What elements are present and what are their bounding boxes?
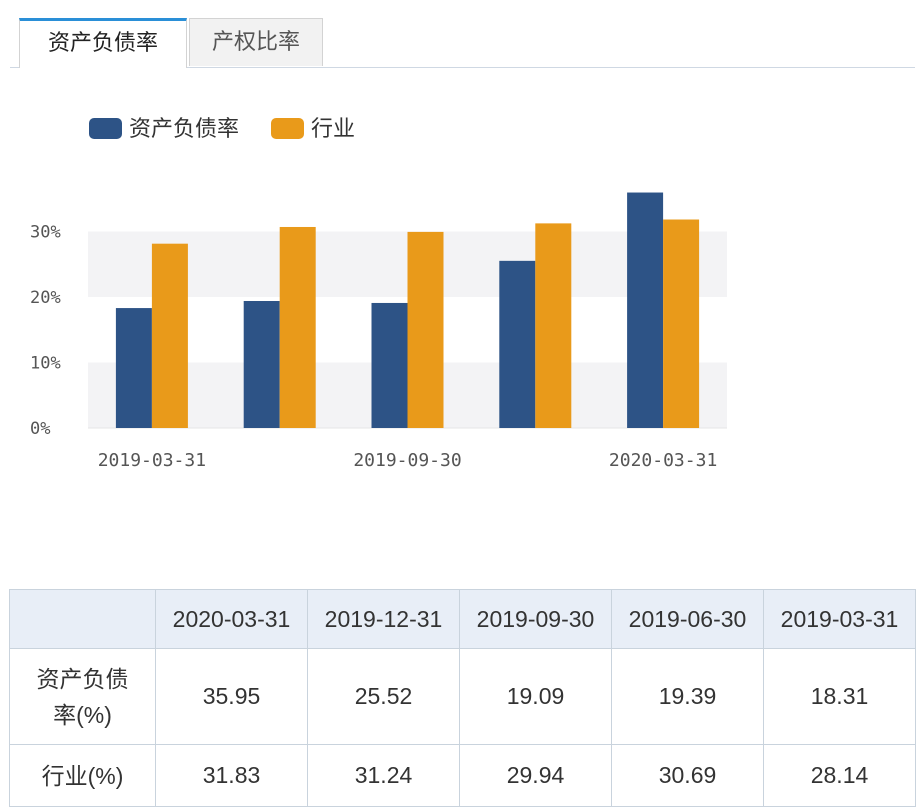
legend-label: 资产负债率 [129, 117, 239, 142]
table-cell: 19.09 [459, 648, 612, 745]
table-row: 资产负债 率(%) 35.95 25.52 19.09 19.39 18.31 [9, 648, 916, 745]
legend-swatch [89, 118, 122, 139]
x-tick-label: 2019-09-30 [353, 450, 461, 471]
table-cell: 31.24 [307, 744, 460, 807]
row-label-line: 行业(%) [41, 762, 124, 789]
bar-debt-ratio [499, 260, 536, 428]
x-tick-label: 2019-03-31 [98, 450, 206, 471]
bar-debt-ratio [371, 302, 408, 428]
row-label-line: 资产负债 [36, 665, 129, 692]
table-header-cell: 2019-06-30 [611, 589, 764, 649]
x-tick-label: 2020-03-31 [609, 450, 717, 471]
table-header-cell: 2020-03-31 [155, 589, 308, 649]
bar-industry [151, 243, 188, 428]
table-cell: 18.31 [763, 648, 916, 745]
row-label-debt-ratio: 资产负债 率(%) [9, 648, 156, 745]
table-cell: 25.52 [307, 648, 460, 745]
tab-bar: 资产负债率 产权比率 [10, 18, 915, 68]
y-tick-label: 30% [30, 223, 61, 243]
table-header-cell: 2019-09-30 [459, 589, 612, 649]
y-tick-label: 10% [30, 354, 61, 374]
legend-swatch [271, 118, 304, 139]
y-tick-label: 0% [30, 419, 50, 439]
data-table: 2020-03-31 2019-12-31 2019-09-30 2019-06… [9, 589, 916, 807]
legend-label: 行业 [311, 117, 355, 142]
tab-debt-ratio[interactable]: 资产负债率 [19, 18, 187, 68]
bar-industry [663, 219, 700, 428]
bar-chart: 0% 10% 20% 30% 2019-03-31 2019-09-30 2020-03-3… [30, 117, 727, 471]
bar-industry [407, 231, 444, 428]
table-cell: 35.95 [155, 648, 308, 745]
y-tick-label: 20% [30, 288, 61, 308]
table-cell: 30.69 [611, 744, 764, 807]
table-cell: 28.14 [763, 744, 916, 807]
table-cell: 19.39 [611, 648, 764, 745]
bar-industry [279, 226, 316, 428]
bar-industry [535, 223, 572, 428]
bar-debt-ratio [115, 308, 152, 428]
table-header-cell: 2019-12-31 [307, 589, 460, 649]
table-header-corner [9, 589, 156, 649]
table-cell: 31.83 [155, 744, 308, 807]
row-label-line: 率(%) [53, 701, 112, 728]
tab-equity-ratio[interactable]: 产权比率 [189, 18, 323, 66]
bar-debt-ratio [243, 300, 280, 428]
table-row: 行业(%) 31.83 31.24 29.94 30.69 28.14 [9, 744, 916, 807]
bar-debt-ratio [627, 192, 664, 428]
row-label-industry: 行业(%) [9, 744, 156, 807]
table-cell: 29.94 [459, 744, 612, 807]
table-header-cell: 2019-03-31 [763, 589, 916, 649]
table-header-row: 2020-03-31 2019-12-31 2019-09-30 2019-06… [9, 589, 916, 649]
